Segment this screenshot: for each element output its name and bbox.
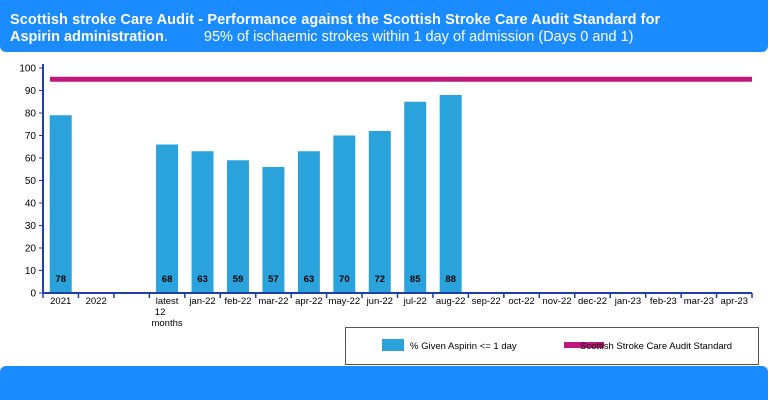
x-tick-label: jun-22 (366, 296, 393, 307)
y-tick-label: 80 (25, 109, 37, 120)
bar (191, 151, 214, 292)
x-tick-label: feb-22 (225, 296, 252, 307)
bar (439, 95, 462, 292)
bar (297, 151, 320, 292)
x-tick-label: aug-22 (436, 296, 466, 307)
bar (333, 135, 356, 292)
header-banner: Scottish stroke Care Audit - Performance… (0, 0, 768, 52)
x-tick-label: dec-22 (578, 296, 607, 307)
y-tick-label: 90 (25, 86, 37, 97)
legend-line-label: Scottish Stroke Care Audit Standard (580, 341, 733, 352)
x-tick-label: oct-22 (508, 296, 534, 307)
bar (262, 167, 285, 292)
x-tick-label: may-22 (328, 296, 360, 307)
y-tick-label: 40 (25, 199, 37, 210)
x-tick-label: apr-22 (295, 296, 322, 307)
x-tick-label: jan-23 (614, 296, 641, 307)
footer-banner (0, 366, 768, 400)
x-tick-label: 2022 (86, 296, 107, 307)
y-tick-label: 10 (25, 266, 37, 277)
legend-line-swatch (564, 342, 604, 348)
y-tick-label: 0 (30, 289, 36, 300)
bar (49, 115, 72, 292)
bar (404, 101, 427, 292)
bar-data-label: 63 (197, 274, 208, 285)
bar-chart: 0 10 20 30 40 50 60 70 80 90 100 78 68 63 59 57 63 70 72 85… (19, 64, 753, 329)
legend: % Given Aspirin <= 1 day Scottish Stroke… (345, 327, 759, 365)
bar-data-label: 63 (304, 274, 315, 285)
chart-title-period: . (163, 29, 168, 45)
bar-data-label: 85 (410, 274, 421, 285)
bar-data-label: 57 (268, 274, 279, 285)
bar-data-label: 72 (374, 274, 385, 285)
legend-bar-swatch (382, 339, 404, 351)
y-tick-label: 30 (25, 221, 37, 232)
bar-data-label: 88 (445, 274, 456, 285)
chart-title-line2: Aspirin administration. 95% of ischaemic … (10, 29, 633, 45)
chart-title-topic: Aspirin administration (10, 29, 164, 45)
y-tick-label: 50 (25, 176, 37, 187)
y-tick-label: 100 (19, 64, 36, 75)
bar (226, 160, 249, 292)
x-tick-label: latest 12 months (151, 296, 182, 329)
x-tick-label: jul-22 (403, 296, 427, 307)
x-tick-label: sep-22 (472, 296, 501, 307)
chart-title-line1: Scottish stroke Care Audit - Performance… (10, 12, 661, 28)
bar (368, 131, 391, 292)
x-tick-label: nov-22 (542, 296, 571, 307)
bar-data-label: 68 (162, 274, 173, 285)
bar (156, 144, 179, 292)
x-tick-label: jan-22 (188, 296, 215, 307)
x-tick-label: feb-23 (650, 296, 677, 307)
x-tick-label: 2021 (50, 296, 71, 307)
bar-data-label: 59 (233, 274, 244, 285)
y-tick-label: 70 (25, 131, 37, 142)
bar-data-label: 78 (55, 274, 66, 285)
x-tick-label: mar-23 (684, 296, 714, 307)
y-tick-label: 20 (25, 244, 37, 255)
chart-subtitle: 95% of ischaemic strokes within 1 day of… (203, 29, 634, 45)
x-tick-label: apr-23 (721, 296, 748, 307)
x-tick-label: mar-22 (258, 296, 288, 307)
y-tick-label: 60 (25, 154, 37, 165)
legend-bar-label: % Given Aspirin <= 1 day (410, 341, 517, 352)
bar-data-label: 70 (339, 274, 350, 285)
